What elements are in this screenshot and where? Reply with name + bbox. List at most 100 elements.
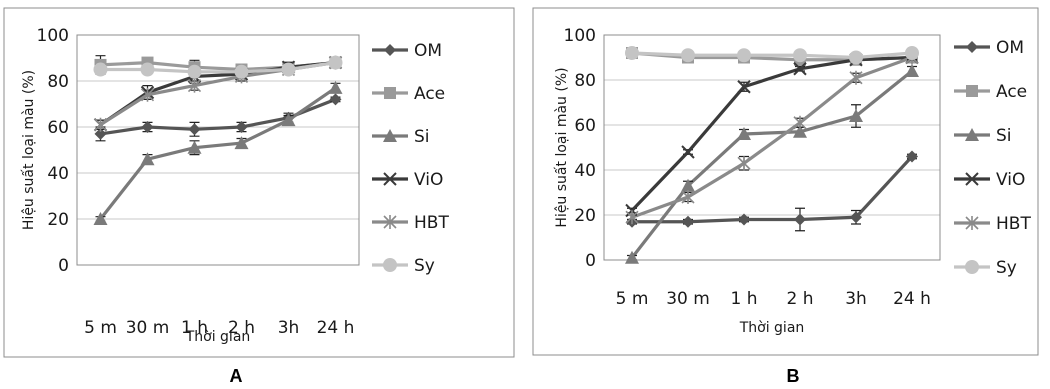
chart-panel-a: 0 20 40 60 80 100 5 m 30 m 1 h 2 h 3h 24 h Thời gian… <box>3 7 515 386</box>
data-point <box>681 190 695 204</box>
legend-label: OM <box>996 38 1024 58</box>
data-point <box>793 62 807 76</box>
data-point <box>737 127 751 140</box>
panel-b-x-tick-label: 24 h <box>893 289 931 309</box>
series-line <box>99 61 336 127</box>
data-point <box>93 62 108 77</box>
panel-b-series-om <box>626 150 918 232</box>
panel-b-x-axis-label: Thời gian <box>739 320 805 336</box>
panel-b-x-tick-label: 5 m <box>616 289 649 309</box>
data-point <box>187 64 202 79</box>
legend-label: Sy <box>996 258 1017 278</box>
legend-label: HBT <box>414 213 449 233</box>
panel-b-legend: OM Ace Si ViO HBT Sy <box>954 38 1031 278</box>
legend-marker <box>383 258 397 272</box>
data-point <box>737 80 751 94</box>
panel-a-x-tick-label: 2 h <box>228 318 255 338</box>
legend-item: Ace <box>954 82 1027 102</box>
panel-b-label: B <box>787 366 800 386</box>
legend-marker <box>384 87 396 99</box>
data-point <box>737 48 751 63</box>
panel-b-x-tick-label: 2 h <box>787 289 814 309</box>
legend-label: ViO <box>414 170 443 190</box>
data-point <box>738 213 750 226</box>
data-point <box>682 215 694 228</box>
legend-label: Si <box>414 127 430 147</box>
panel-b-series-hbt <box>625 50 919 225</box>
data-point <box>681 48 695 63</box>
legend-item: Si <box>954 126 1012 146</box>
data-point <box>187 78 202 93</box>
data-point <box>793 124 807 138</box>
data-point <box>93 117 108 132</box>
panel-a-frame <box>3 7 515 358</box>
data-point <box>625 210 639 225</box>
legend-item: Sy <box>372 256 435 276</box>
panel-a-y-tick-label: 0 <box>58 256 69 276</box>
data-point <box>681 178 695 192</box>
data-point <box>905 64 919 77</box>
legend-item: ViO <box>372 170 443 190</box>
data-point <box>849 109 863 122</box>
data-point <box>140 87 155 102</box>
legend-label: HBT <box>996 214 1031 234</box>
series-line <box>632 155 914 224</box>
panel-a-x-tick-label: 5 m <box>84 318 117 338</box>
legend-label: ViO <box>996 170 1025 190</box>
data-point <box>681 145 695 159</box>
panel-a-label: A <box>230 366 243 386</box>
data-point <box>188 123 201 136</box>
legend-item: Ace <box>372 84 445 104</box>
panel-a-legend: OM Ace Si ViO HBT Sy <box>372 41 449 276</box>
panel-a-y-tick-label: 80 <box>47 72 69 92</box>
data-point <box>905 46 919 60</box>
data-point <box>328 55 343 70</box>
data-point <box>140 62 155 77</box>
legend-item: ViO <box>954 170 1025 190</box>
data-point <box>281 113 296 127</box>
legend-marker <box>383 129 397 142</box>
series-line <box>630 69 914 259</box>
legend-marker <box>965 128 979 141</box>
data-point <box>94 127 107 140</box>
legend-marker <box>966 85 978 97</box>
panel-a-x-tick-label: 1 h <box>181 318 208 338</box>
series-line <box>631 51 913 60</box>
panel-b-plot-area <box>603 34 941 261</box>
series-line <box>99 86 337 220</box>
panel-b-series-sy <box>625 46 919 65</box>
legend-marker <box>965 216 979 230</box>
panel-b-x-tick-label: 3h <box>845 289 867 309</box>
data-point <box>906 150 918 163</box>
panel-a-x-axis-label: Thời gian <box>185 329 251 345</box>
panel-a-y-tick-label: 40 <box>47 164 69 184</box>
panel-b-y-tick-label: 20 <box>574 206 596 226</box>
data-point <box>329 93 342 106</box>
series-line <box>631 55 913 219</box>
data-point <box>235 121 248 133</box>
legend-item: HBT <box>954 214 1031 234</box>
legend-marker <box>965 172 979 186</box>
legend-marker <box>383 215 397 229</box>
legend-item: OM <box>954 38 1024 58</box>
legend-label: Sy <box>414 256 435 276</box>
panel-b-y-tick-label: 80 <box>574 71 596 91</box>
legend-label: Si <box>996 126 1012 146</box>
panel-b-x-tick-label: 1 h <box>731 289 758 309</box>
panel-b-y-tick-label: 0 <box>585 251 596 271</box>
panel-b-frame <box>532 7 1039 356</box>
data-point <box>625 46 639 60</box>
panel-a-x-tick-label: 30 m <box>126 318 170 338</box>
panel-b-x-tick-label: 30 m <box>666 289 710 309</box>
legend-item: HBT <box>372 213 449 233</box>
data-point <box>849 70 863 85</box>
data-point <box>234 136 249 150</box>
panel-a-plot-area <box>76 34 360 266</box>
chart-panel-b: 0 20 40 60 80 100 5 m 30 m 1 h 2 h 3h 24 h Thời gian… <box>532 7 1039 386</box>
panel-a-series-sy <box>93 55 343 79</box>
legend-item: OM <box>372 41 442 61</box>
legend-marker <box>383 172 397 186</box>
data-point <box>625 250 639 264</box>
data-point <box>187 140 202 154</box>
data-point <box>794 213 806 226</box>
